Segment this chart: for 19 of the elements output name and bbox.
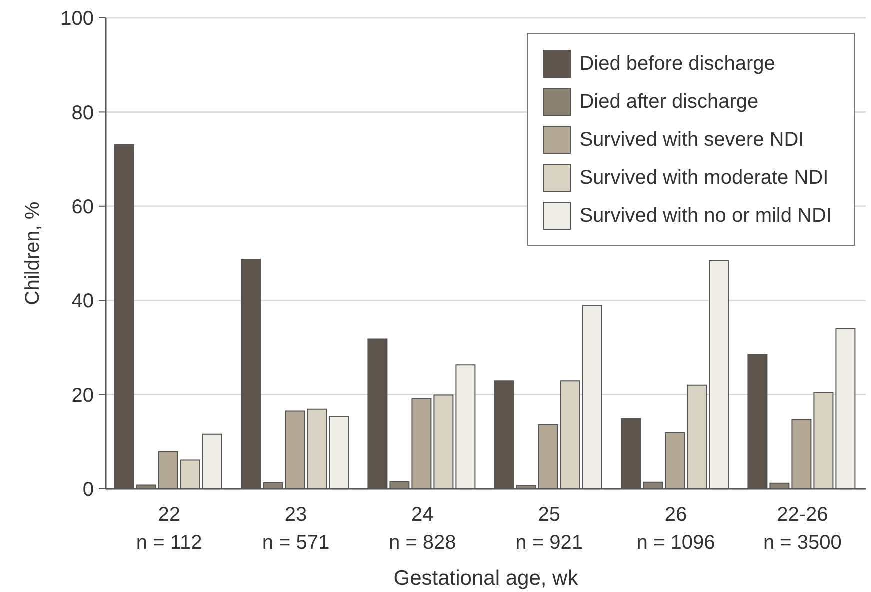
y-tick-label: 80 bbox=[72, 102, 94, 124]
x-tick-label: 22-26 n = 3500 bbox=[763, 504, 842, 554]
legend-label: Died before discharge bbox=[580, 52, 776, 76]
y-tick-label: 60 bbox=[72, 196, 94, 218]
y-tick-label: 100 bbox=[60, 8, 94, 30]
y-tick-label: 0 bbox=[82, 479, 94, 502]
legend-label: Died after discharge bbox=[580, 90, 759, 114]
x-tick-label: 24 n = 828 bbox=[389, 504, 456, 554]
x-tick-label: 25 n = 921 bbox=[516, 504, 583, 554]
y-tick-label: 40 bbox=[72, 290, 94, 313]
y-axis-title: Children, % bbox=[22, 202, 44, 306]
legend-label: Survived with moderate NDI bbox=[580, 166, 829, 190]
x-tick-label: 26 n = 1096 bbox=[636, 504, 716, 554]
y-tick-label: 20 bbox=[72, 384, 94, 407]
legend-label: Survived with severe NDI bbox=[580, 128, 804, 152]
x-tick-label: 22 n = 112 bbox=[136, 504, 202, 554]
legend-label: Survived with no or mild NDI bbox=[580, 204, 832, 228]
x-axis-title: Gestational age, wk bbox=[394, 567, 579, 590]
x-tick-label: 23 n = 571 bbox=[262, 504, 330, 554]
